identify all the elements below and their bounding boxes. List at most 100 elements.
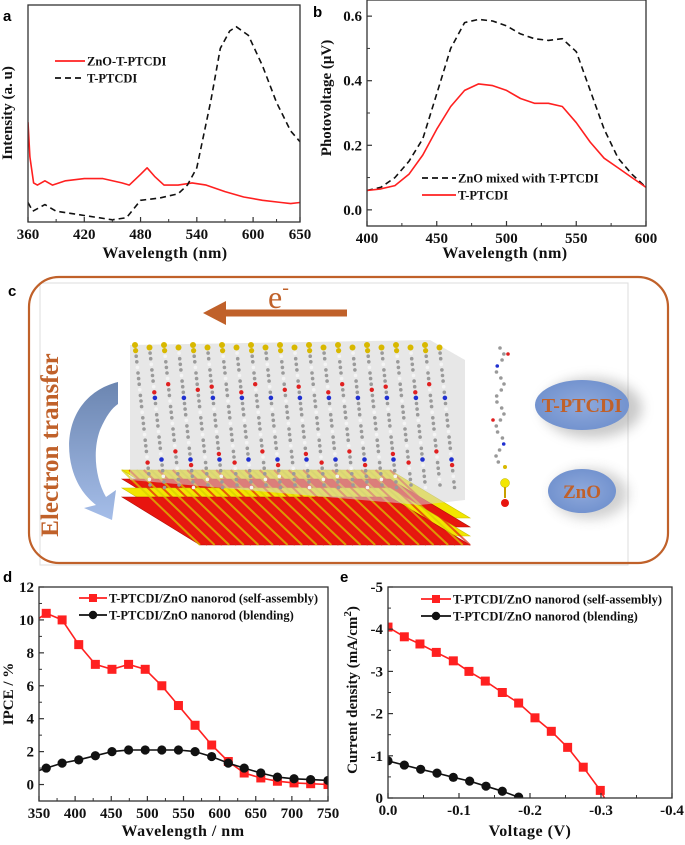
atom (398, 382, 403, 387)
atom (262, 344, 269, 351)
atom (305, 468, 310, 473)
data-point-circle (173, 745, 184, 755)
data-point-circle (41, 763, 51, 773)
data-point-circle (190, 747, 200, 757)
atom (405, 444, 409, 448)
atom (418, 440, 423, 445)
atom (284, 404, 289, 409)
atom (268, 390, 273, 395)
atom (426, 371, 430, 375)
atom (267, 379, 271, 383)
series-line (367, 83, 646, 192)
atom (332, 446, 337, 451)
atom (494, 424, 499, 428)
atom (287, 427, 291, 431)
legend-marker-square (432, 595, 440, 603)
data-point-square (431, 647, 441, 657)
series-2 (28, 25, 300, 221)
atom (345, 427, 349, 431)
atom (442, 390, 447, 395)
atom (440, 368, 444, 372)
y-tick-label: -4 (371, 622, 384, 638)
x-tick-label: 600 (242, 227, 265, 243)
atom (293, 483, 297, 487)
atom (448, 446, 453, 451)
y-tick-label: 10 (19, 613, 34, 629)
y-tick-label: 12 (19, 580, 34, 596)
atom (348, 460, 353, 465)
atom (414, 401, 419, 406)
atom (395, 354, 400, 359)
atom (339, 371, 343, 375)
atom (132, 342, 138, 348)
atom (357, 407, 361, 411)
atom (195, 387, 200, 392)
atom (334, 468, 339, 473)
electron-label: e- (268, 277, 289, 315)
atom (227, 410, 231, 415)
atom (302, 440, 307, 445)
atom (378, 344, 385, 351)
atom (374, 427, 378, 431)
atom (498, 418, 503, 422)
atom (272, 429, 277, 434)
atom (151, 379, 155, 383)
series-line (28, 122, 300, 205)
atom (365, 480, 369, 484)
atom (203, 455, 207, 459)
atom (264, 483, 268, 487)
atom (278, 480, 282, 484)
atom (316, 432, 321, 437)
panel-label-a: a (3, 8, 12, 25)
atom (369, 387, 374, 392)
y-tick-label: -2 (371, 707, 384, 723)
atom (288, 438, 293, 443)
atom (232, 455, 236, 459)
atom (421, 463, 425, 467)
atom (436, 466, 441, 471)
atom (210, 395, 216, 401)
atom (344, 416, 348, 420)
atom (376, 444, 380, 448)
atom (202, 444, 206, 448)
atom (309, 365, 314, 370)
atom (186, 435, 190, 439)
data-point-square (256, 773, 266, 783)
atom (394, 348, 400, 354)
atom (229, 432, 234, 437)
atom (221, 354, 225, 359)
atom (187, 446, 192, 451)
atom (443, 401, 448, 406)
x-tick-label: 750 (317, 806, 340, 822)
data-point-circle (465, 776, 475, 786)
atom (292, 472, 296, 476)
atom (350, 477, 355, 482)
atom (175, 466, 179, 471)
atom (424, 354, 429, 359)
atom (167, 388, 171, 392)
atom (258, 432, 263, 437)
atom (252, 376, 257, 381)
x-tick-label: 480 (129, 227, 152, 243)
x-tick-label: 450 (426, 231, 449, 247)
x-tick-label: 600 (208, 806, 231, 822)
atom (351, 483, 355, 487)
legend-label: T-PTCDI (87, 72, 137, 86)
atom (154, 412, 159, 417)
atom (383, 384, 388, 389)
atom (352, 362, 357, 367)
atom (217, 457, 222, 462)
atom (188, 462, 194, 468)
data-point-circle (140, 745, 150, 755)
atom (354, 384, 359, 389)
atom (145, 455, 149, 459)
atom (134, 354, 138, 359)
atom (422, 342, 428, 348)
atom (293, 356, 298, 361)
atom (162, 485, 167, 490)
y-axis-title: Intensity (a. u) (0, 66, 16, 160)
atom (438, 351, 442, 355)
atom (502, 382, 506, 386)
atom (234, 477, 239, 482)
data-point-square (173, 701, 183, 711)
